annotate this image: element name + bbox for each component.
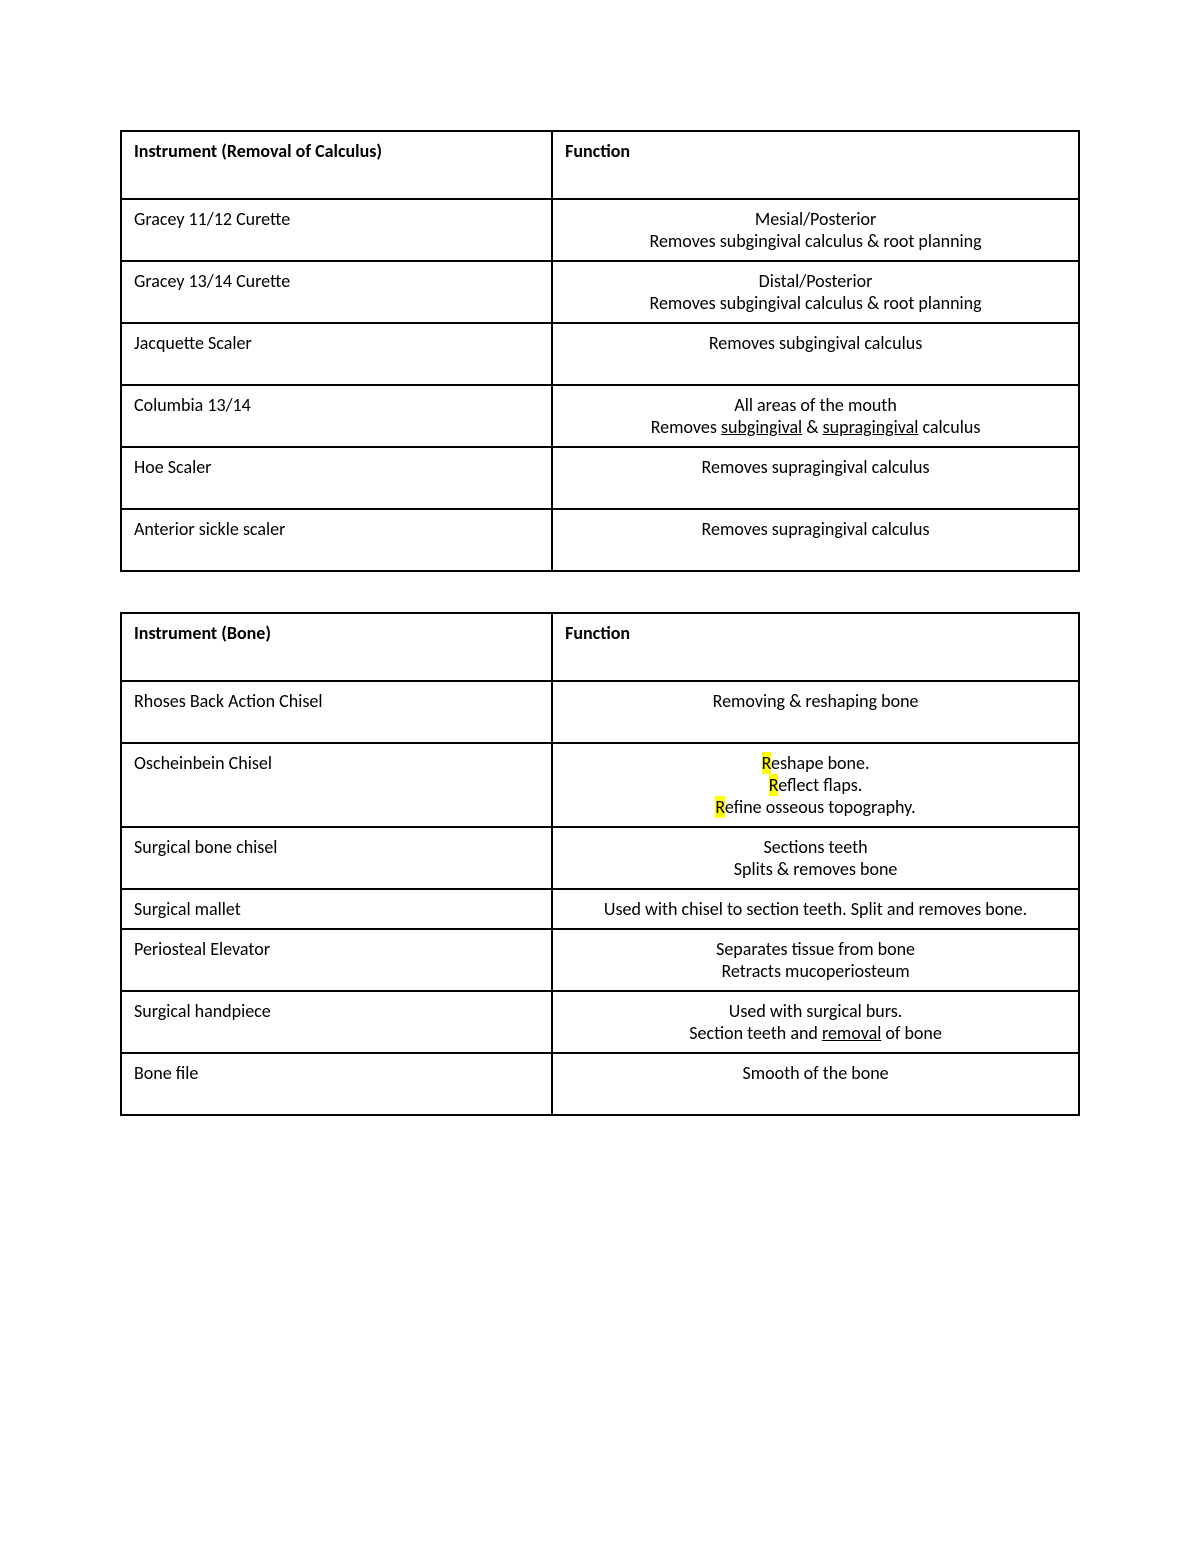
header-function: Function: [552, 131, 1079, 199]
table-row: Columbia 13/14 All areas of the mouth Re…: [121, 385, 1079, 447]
instrument-cell: Bone file: [121, 1053, 552, 1115]
table-row: Anterior sickle scaler Removes supraging…: [121, 509, 1079, 571]
function-line: Reshape bone.: [762, 752, 870, 774]
table-header-row: Instrument (Removal of Calculus) Functio…: [121, 131, 1079, 199]
function-line: Removes supragingival calculus: [702, 518, 930, 540]
highlighted-text: R: [769, 774, 778, 796]
function-line: Used with chisel to section teeth. Split…: [604, 898, 1027, 920]
function-cell: Removes supragingival calculus: [552, 447, 1079, 509]
highlighted-text: R: [715, 796, 724, 818]
table-row: Gracey 13/14 Curette Distal/Posterior Re…: [121, 261, 1079, 323]
table-row: Bone file Smooth of the bone: [121, 1053, 1079, 1115]
function-line: Removes subgingival & supragingival calc…: [651, 416, 981, 438]
function-cell: Used with surgical burs. Section teeth a…: [552, 991, 1079, 1053]
instrument-cell: Oscheinbein Chisel: [121, 743, 552, 827]
instrument-cell: Rhoses Back Action Chisel: [121, 681, 552, 743]
instrument-cell: Jacquette Scaler: [121, 323, 552, 385]
function-line: Splits & removes bone: [734, 858, 898, 880]
instrument-cell: Periosteal Elevator: [121, 929, 552, 991]
function-line: Sections teeth: [764, 836, 868, 858]
instrument-cell: Gracey 11/12 Curette: [121, 199, 552, 261]
function-line: Mesial/Posterior: [755, 208, 876, 230]
function-line: Reflect flaps.: [769, 774, 863, 796]
function-line: Removes supragingival calculus: [702, 456, 930, 478]
header-instrument: Instrument (Removal of Calculus): [121, 131, 552, 199]
table-row: Jacquette Scaler Removes subgingival cal…: [121, 323, 1079, 385]
table-row: Gracey 11/12 Curette Mesial/Posterior Re…: [121, 199, 1079, 261]
function-cell: All areas of the mouth Removes subgingiv…: [552, 385, 1079, 447]
highlighted-text: R: [762, 752, 771, 774]
table-row: Oscheinbein Chisel Reshape bone. Reflect…: [121, 743, 1079, 827]
header-instrument: Instrument (Bone): [121, 613, 552, 681]
function-cell: Removes subgingival calculus: [552, 323, 1079, 385]
instrument-cell: Surgical bone chisel: [121, 827, 552, 889]
calculus-instruments-table: Instrument (Removal of Calculus) Functio…: [120, 130, 1080, 572]
function-line: Removing & reshaping bone: [713, 690, 919, 712]
function-line: Smooth of the bone: [742, 1062, 888, 1084]
function-cell: Reshape bone. Reflect flaps. Refine osse…: [552, 743, 1079, 827]
function-cell: Distal/Posterior Removes subgingival cal…: [552, 261, 1079, 323]
function-cell: Smooth of the bone: [552, 1053, 1079, 1115]
function-line: All areas of the mouth: [734, 394, 896, 416]
instrument-cell: Hoe Scaler: [121, 447, 552, 509]
instrument-cell: Surgical handpiece: [121, 991, 552, 1053]
table-row: Surgical mallet Used with chisel to sect…: [121, 889, 1079, 929]
instrument-cell: Gracey 13/14 Curette: [121, 261, 552, 323]
table-row: Hoe Scaler Removes supragingival calculu…: [121, 447, 1079, 509]
function-line: Used with surgical burs.: [729, 1000, 903, 1022]
function-cell: Used with chisel to section teeth. Split…: [552, 889, 1079, 929]
function-cell: Sections teeth Splits & removes bone: [552, 827, 1079, 889]
table-row: Rhoses Back Action Chisel Removing & res…: [121, 681, 1079, 743]
function-line: Removes subgingival calculus & root plan…: [649, 230, 981, 252]
document-page: Instrument (Removal of Calculus) Functio…: [0, 0, 1200, 1553]
function-line: Distal/Posterior: [759, 270, 873, 292]
instrument-cell: Columbia 13/14: [121, 385, 552, 447]
function-line: Removes subgingival calculus: [709, 332, 922, 354]
function-line: Refine osseous topography.: [715, 796, 915, 818]
table-row: Periosteal Elevator Separates tissue fro…: [121, 929, 1079, 991]
function-line: Removes subgingival calculus & root plan…: [649, 292, 981, 314]
header-function: Function: [552, 613, 1079, 681]
function-line: Separates tissue from bone: [716, 938, 915, 960]
table-row: Surgical handpiece Used with surgical bu…: [121, 991, 1079, 1053]
function-cell: Separates tissue from bone Retracts muco…: [552, 929, 1079, 991]
table-row: Surgical bone chisel Sections teeth Spli…: [121, 827, 1079, 889]
function-line: Retracts mucoperiosteum: [721, 960, 909, 982]
instrument-cell: Surgical mallet: [121, 889, 552, 929]
function-cell: Mesial/Posterior Removes subgingival cal…: [552, 199, 1079, 261]
function-cell: Removing & reshaping bone: [552, 681, 1079, 743]
bone-instruments-table: Instrument (Bone) Function Rhoses Back A…: [120, 612, 1080, 1116]
instrument-cell: Anterior sickle scaler: [121, 509, 552, 571]
function-cell: Removes supragingival calculus: [552, 509, 1079, 571]
table-header-row: Instrument (Bone) Function: [121, 613, 1079, 681]
function-line: Section teeth and removal of bone: [689, 1022, 942, 1044]
